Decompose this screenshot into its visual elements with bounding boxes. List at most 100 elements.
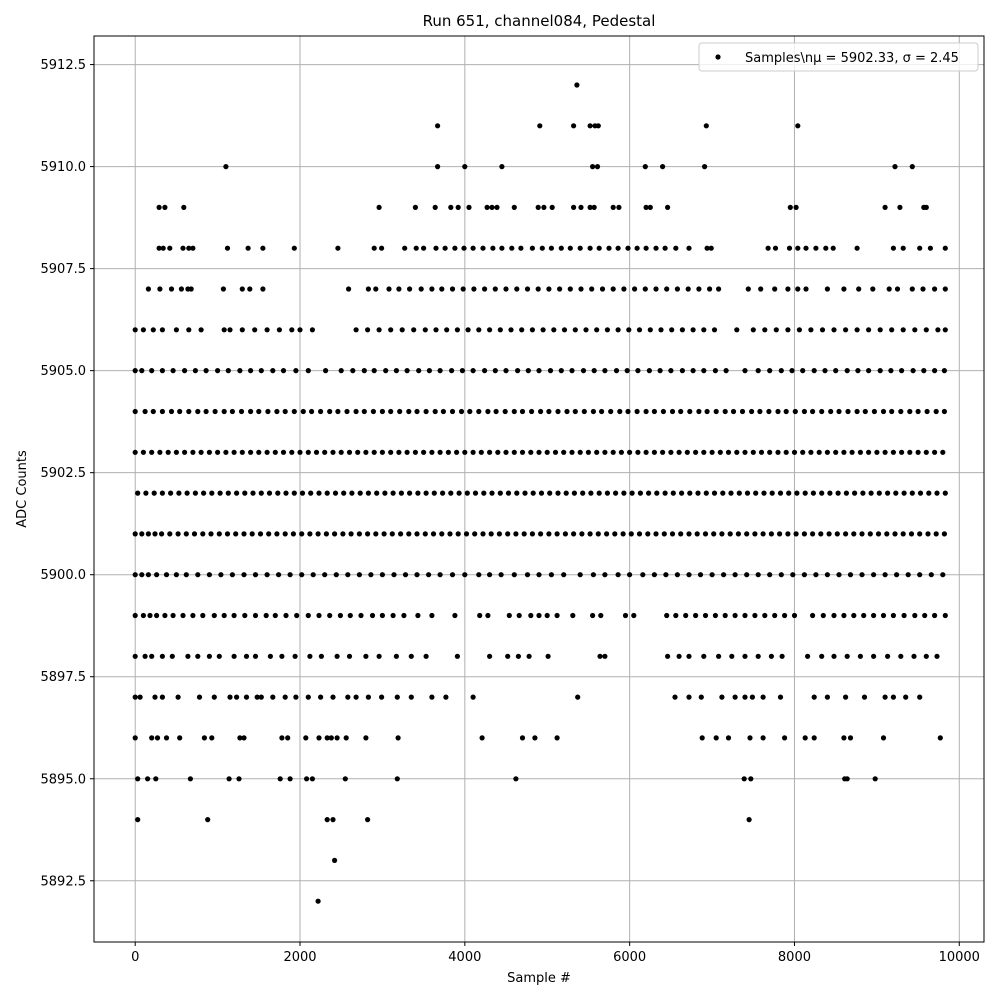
data-point bbox=[610, 449, 616, 455]
data-point bbox=[578, 286, 584, 292]
data-point bbox=[663, 572, 669, 578]
data-point bbox=[168, 408, 175, 415]
data-point bbox=[747, 735, 753, 741]
data-point bbox=[805, 653, 811, 659]
data-point bbox=[732, 694, 738, 700]
data-point bbox=[602, 653, 608, 659]
data-point bbox=[606, 245, 612, 251]
data-point bbox=[192, 368, 198, 374]
data-point bbox=[645, 531, 651, 537]
data-point bbox=[276, 572, 282, 578]
data-point bbox=[803, 245, 809, 251]
data-point bbox=[583, 327, 589, 333]
data-point bbox=[267, 653, 273, 659]
data-point bbox=[287, 572, 293, 578]
data-point bbox=[508, 327, 514, 333]
data-point bbox=[716, 286, 722, 292]
data-point bbox=[159, 490, 165, 496]
data-point bbox=[280, 368, 287, 374]
data-point bbox=[697, 572, 704, 578]
data-point bbox=[300, 408, 306, 415]
data-point bbox=[454, 653, 460, 659]
data-point bbox=[687, 408, 693, 415]
data-point bbox=[356, 531, 362, 537]
data-point bbox=[923, 327, 929, 333]
data-point bbox=[548, 245, 555, 251]
data-point bbox=[519, 327, 525, 333]
data-point bbox=[632, 286, 638, 292]
data-point bbox=[741, 776, 747, 782]
data-point bbox=[293, 694, 299, 700]
data-point bbox=[487, 449, 493, 455]
data-point bbox=[772, 612, 778, 619]
data-point bbox=[546, 408, 552, 415]
data-point bbox=[678, 408, 684, 415]
data-point bbox=[370, 408, 376, 415]
data-point bbox=[713, 408, 719, 415]
data-point bbox=[701, 449, 707, 455]
data-point bbox=[742, 368, 748, 374]
data-point bbox=[810, 531, 816, 537]
data-point bbox=[429, 286, 435, 292]
data-point bbox=[635, 368, 641, 374]
data-point bbox=[801, 408, 808, 415]
data-point bbox=[673, 245, 679, 251]
data-point bbox=[900, 245, 906, 251]
data-point bbox=[374, 490, 380, 496]
data-point bbox=[803, 286, 809, 292]
data-point bbox=[595, 531, 601, 537]
data-point bbox=[932, 286, 938, 292]
data-point bbox=[753, 490, 759, 496]
data-point bbox=[203, 408, 209, 415]
data-point bbox=[522, 490, 528, 496]
data-point bbox=[175, 531, 181, 537]
data-point bbox=[545, 653, 551, 659]
data-point bbox=[149, 368, 155, 374]
data-point bbox=[509, 245, 515, 251]
data-point bbox=[307, 531, 313, 537]
data-point bbox=[880, 408, 887, 415]
data-point bbox=[365, 327, 371, 333]
data-point bbox=[153, 776, 159, 782]
data-point bbox=[889, 408, 895, 415]
data-point bbox=[524, 286, 531, 292]
data-point bbox=[386, 286, 392, 292]
data-point bbox=[604, 327, 611, 333]
data-point bbox=[461, 245, 467, 251]
data-point bbox=[143, 490, 149, 496]
data-point bbox=[485, 408, 491, 415]
data-point bbox=[664, 286, 670, 292]
data-point bbox=[272, 612, 278, 619]
data-point bbox=[149, 653, 155, 659]
data-point bbox=[282, 694, 288, 700]
data-point bbox=[539, 245, 545, 251]
data-point bbox=[800, 449, 806, 455]
data-point bbox=[430, 531, 437, 537]
data-point bbox=[231, 653, 237, 659]
data-point bbox=[761, 490, 767, 496]
data-point bbox=[547, 368, 554, 374]
data-point bbox=[248, 368, 254, 374]
data-point bbox=[742, 449, 748, 455]
data-point bbox=[237, 735, 243, 741]
data-point bbox=[200, 612, 206, 619]
data-point bbox=[454, 327, 460, 333]
data-point bbox=[845, 408, 851, 415]
data-point bbox=[515, 653, 522, 659]
data-point bbox=[702, 164, 708, 170]
data-point bbox=[613, 490, 619, 496]
data-point bbox=[190, 449, 196, 455]
data-point bbox=[196, 694, 203, 700]
data-point bbox=[775, 449, 781, 455]
data-point bbox=[159, 327, 165, 333]
data-point bbox=[429, 694, 435, 700]
data-point bbox=[704, 408, 710, 415]
data-point bbox=[544, 612, 550, 619]
data-point bbox=[349, 490, 355, 496]
data-point bbox=[324, 490, 330, 496]
data-point bbox=[746, 817, 752, 823]
data-point bbox=[772, 245, 779, 251]
data-point bbox=[742, 653, 748, 659]
data-point bbox=[452, 612, 458, 619]
data-point bbox=[305, 368, 311, 374]
